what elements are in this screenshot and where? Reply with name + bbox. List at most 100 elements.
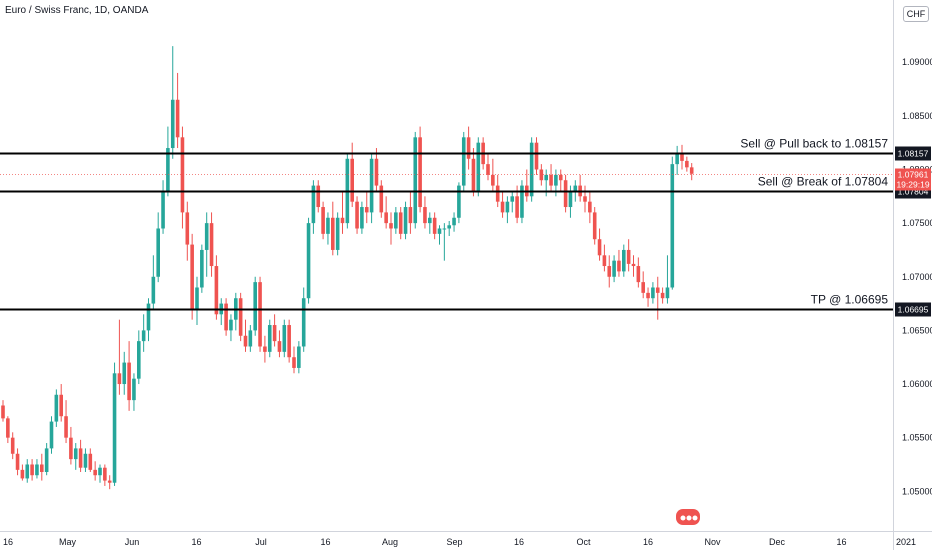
candle-body bbox=[340, 217, 345, 224]
candle-body bbox=[224, 303, 228, 331]
price-tick-label: 1.06000 bbox=[902, 379, 932, 389]
candle-body bbox=[476, 142, 481, 191]
candle bbox=[103, 464, 107, 486]
candle bbox=[655, 276, 660, 320]
candle bbox=[622, 244, 626, 277]
horizontal-lines-layer: Sell @ Pull back to 1.08157 Sell @ Break … bbox=[0, 137, 893, 311]
time-tick-label: 16 bbox=[643, 537, 653, 547]
candle bbox=[461, 131, 466, 191]
candle bbox=[500, 190, 505, 218]
candle bbox=[243, 319, 248, 352]
candle bbox=[340, 190, 345, 234]
candle-body bbox=[185, 212, 190, 245]
candle bbox=[190, 233, 194, 320]
price-axis[interactable]: 1.090001.085001.080001.075001.070001.065… bbox=[902, 57, 932, 496]
candle-body bbox=[20, 469, 25, 479]
candle-body bbox=[622, 249, 626, 272]
candle-body bbox=[25, 464, 30, 479]
candle bbox=[69, 426, 73, 465]
candle-body bbox=[282, 325, 287, 352]
candle-body bbox=[495, 185, 500, 202]
candle-body bbox=[505, 201, 510, 213]
candle bbox=[408, 190, 413, 234]
candle-body bbox=[437, 228, 442, 234]
price-tick-label: 1.08500 bbox=[902, 111, 932, 121]
time-axis[interactable]: 16 May Jun 16 Jul 16 Aug Sep 16 Oct 16 Nov Dec 16 2021 bbox=[3, 537, 916, 547]
candle-body bbox=[520, 185, 524, 218]
candle bbox=[180, 126, 185, 229]
candle bbox=[442, 223, 447, 261]
candle bbox=[287, 319, 291, 363]
candle bbox=[505, 196, 510, 224]
candle bbox=[54, 389, 59, 427]
candle-body bbox=[588, 201, 592, 213]
candle-body bbox=[141, 330, 146, 342]
candle bbox=[335, 212, 340, 256]
price-tick-label: 1.07500 bbox=[902, 218, 932, 228]
price-tick-label: 1.07000 bbox=[902, 272, 932, 282]
candle-body bbox=[326, 217, 330, 234]
candle bbox=[558, 169, 563, 191]
candle-body bbox=[534, 142, 539, 170]
candle bbox=[229, 314, 233, 342]
candle bbox=[88, 448, 93, 472]
candle bbox=[297, 341, 301, 374]
price-tick-label: 1.06500 bbox=[902, 325, 932, 335]
candle bbox=[578, 174, 582, 202]
candle bbox=[170, 46, 175, 159]
candle-body bbox=[689, 167, 694, 174]
price-tag: 1.08157 bbox=[898, 149, 929, 159]
candle bbox=[1, 400, 5, 422]
candle-body bbox=[6, 418, 10, 438]
candle-body bbox=[549, 174, 553, 186]
candle-body bbox=[175, 99, 180, 138]
candle-body bbox=[636, 266, 641, 283]
currency-badge[interactable]: CHF bbox=[903, 6, 929, 22]
candle-body bbox=[646, 292, 650, 299]
chart-title: Euro / Swiss Franc, 1D, OANDA bbox=[5, 5, 149, 16]
candle-body bbox=[287, 325, 291, 358]
candle-body bbox=[680, 153, 684, 161]
candle-body bbox=[10, 437, 15, 454]
candle bbox=[646, 287, 650, 307]
candle bbox=[137, 330, 141, 385]
candle bbox=[127, 341, 131, 411]
time-tick-label: Jun bbox=[125, 537, 140, 547]
current-price-tag-bg bbox=[895, 168, 931, 191]
event-marker[interactable] bbox=[676, 509, 700, 525]
candle bbox=[122, 351, 127, 395]
candle-body bbox=[238, 298, 243, 336]
candle bbox=[510, 190, 515, 213]
time-tick-label: 16 bbox=[191, 537, 201, 547]
candle bbox=[93, 461, 97, 481]
candle-body bbox=[180, 137, 185, 213]
candle-body bbox=[471, 158, 476, 191]
candle-body bbox=[229, 319, 233, 331]
candle-body bbox=[243, 335, 248, 347]
candle-body bbox=[166, 148, 170, 191]
candle bbox=[44, 443, 49, 476]
candle-body bbox=[54, 394, 59, 422]
candle-body bbox=[423, 207, 427, 224]
candle bbox=[253, 276, 257, 336]
time-tick-label: Aug bbox=[382, 537, 398, 547]
candle bbox=[277, 330, 282, 358]
candle-body bbox=[49, 421, 54, 449]
candle-body bbox=[670, 164, 675, 288]
candle bbox=[156, 212, 160, 283]
candle bbox=[185, 201, 190, 261]
candle bbox=[49, 416, 54, 454]
candles-layer bbox=[1, 46, 694, 490]
price-tick-label: 1.09000 bbox=[902, 57, 932, 67]
candle bbox=[238, 292, 243, 342]
candle-body bbox=[83, 453, 88, 468]
candle-body bbox=[292, 357, 296, 368]
candle-body bbox=[529, 142, 534, 197]
candle-body bbox=[447, 225, 451, 229]
candle-body bbox=[500, 201, 505, 213]
candle bbox=[617, 249, 621, 277]
time-tick-label: 16 bbox=[320, 537, 330, 547]
candle bbox=[636, 257, 641, 288]
